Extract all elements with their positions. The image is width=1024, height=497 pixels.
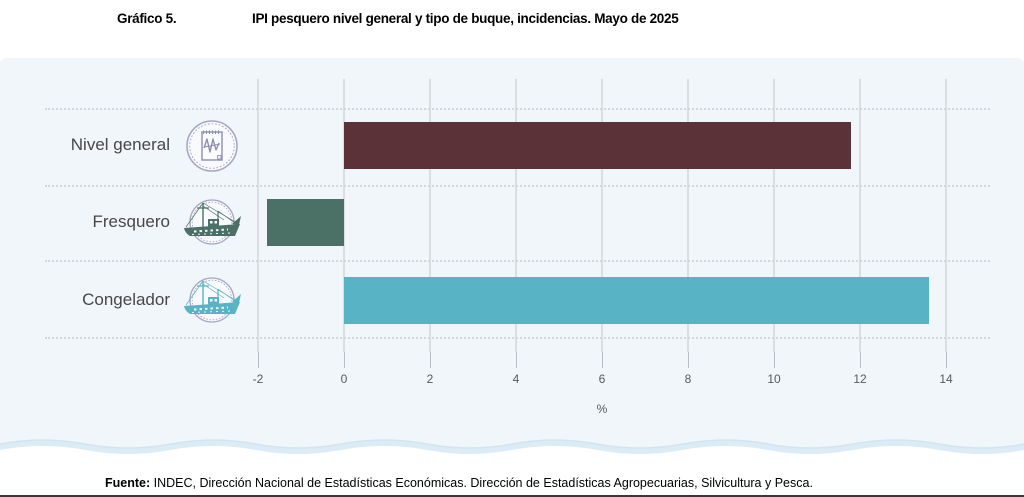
row-separator bbox=[45, 108, 990, 110]
x-axis-label: % bbox=[596, 402, 608, 416]
bar-congelador bbox=[344, 277, 929, 324]
x-tick-label: 6 bbox=[598, 372, 606, 386]
wave-decoration bbox=[0, 439, 1024, 458]
x-tick-mark bbox=[946, 352, 947, 368]
gridline bbox=[687, 79, 689, 352]
bar-fresquero bbox=[266, 199, 344, 246]
x-tick-label: 4 bbox=[512, 372, 520, 386]
x-tick-mark bbox=[860, 352, 861, 368]
x-tick-mark bbox=[258, 352, 259, 368]
chart-number-label: Gráfico 5. bbox=[117, 11, 177, 26]
congelador-ship-icon bbox=[184, 277, 241, 323]
x-tick-mark bbox=[344, 352, 345, 368]
x-tick-label: 10 bbox=[767, 372, 781, 386]
category-label: Fresquero bbox=[92, 212, 170, 231]
chart-title: IPI pesquero nivel general y tipo de buq… bbox=[252, 11, 679, 26]
x-tick-mark bbox=[516, 352, 517, 368]
bottom-rule bbox=[0, 495, 1024, 497]
category-label: Nivel general bbox=[70, 135, 170, 154]
gridline bbox=[515, 79, 517, 352]
row-separator bbox=[45, 185, 990, 187]
x-tick-mark bbox=[430, 352, 431, 368]
gridline bbox=[945, 79, 947, 352]
source-note: Fuente: INDEC, Dirección Nacional de Est… bbox=[105, 476, 813, 490]
source-label: Fuente: bbox=[105, 476, 151, 490]
fresquero-ship-icon bbox=[184, 199, 241, 245]
x-tick-label: 14 bbox=[939, 372, 953, 386]
chart-panel: -2 0 2 4 6 8 10 12 14% Nivel general bbox=[0, 58, 1024, 458]
row-separator bbox=[45, 337, 990, 339]
gridline bbox=[773, 79, 775, 352]
gridline bbox=[257, 79, 259, 352]
gridline bbox=[859, 79, 861, 352]
gridline bbox=[601, 79, 603, 352]
bar-nivel-general bbox=[344, 122, 852, 169]
x-tick-label: -2 bbox=[252, 372, 264, 386]
category-label: Congelador bbox=[82, 290, 170, 309]
x-tick-mark bbox=[774, 352, 775, 368]
x-tick-label: 12 bbox=[853, 372, 867, 386]
gridline bbox=[343, 79, 345, 352]
chart-document-icon bbox=[186, 120, 238, 172]
x-tick-label: 0 bbox=[340, 372, 348, 386]
row-separator bbox=[45, 260, 990, 262]
gridline bbox=[429, 79, 431, 352]
x-tick-mark bbox=[688, 352, 689, 368]
x-tick-label: 2 bbox=[426, 372, 434, 386]
source-text: INDEC, Dirección Nacional de Estadística… bbox=[150, 476, 813, 490]
x-tick-mark bbox=[602, 352, 603, 368]
x-tick-label: 8 bbox=[684, 372, 692, 386]
